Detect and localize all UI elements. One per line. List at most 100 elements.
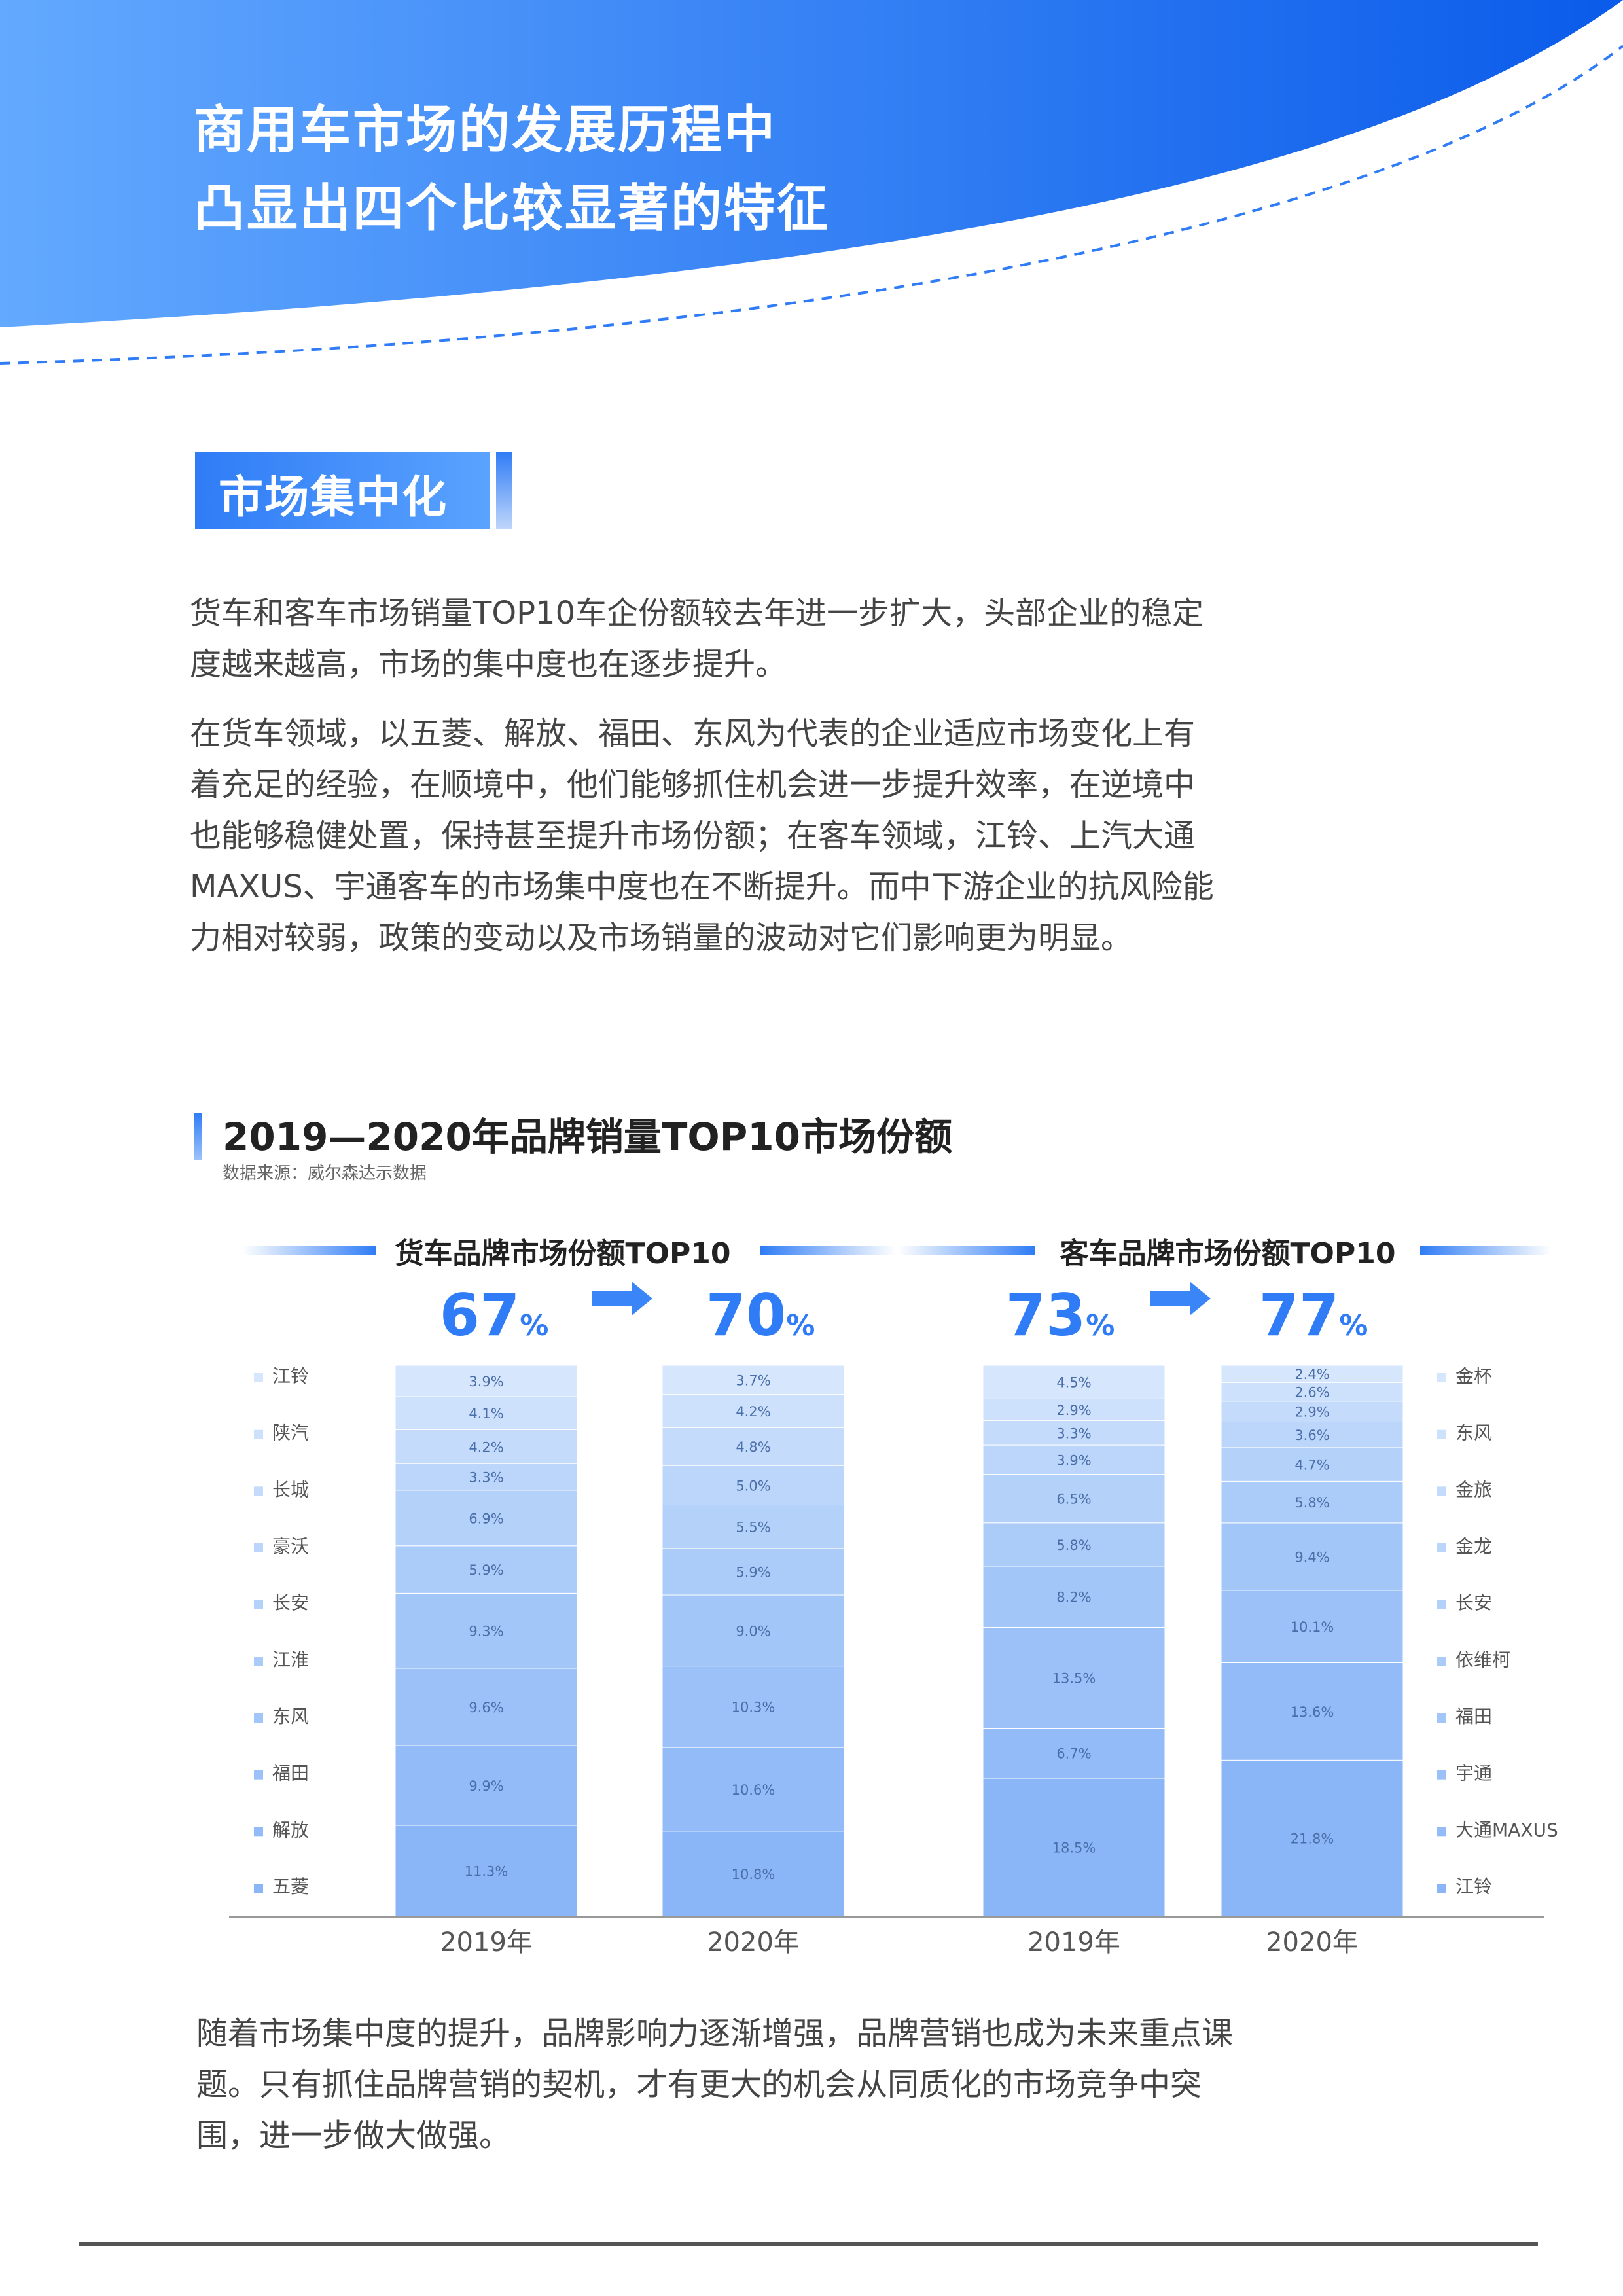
chart-title-accent — [194, 1113, 202, 1160]
bar-segment-value: 5.5% — [736, 1520, 770, 1535]
bar-segment — [1221, 1382, 1404, 1402]
growth-arrow-icon — [1150, 1282, 1211, 1316]
legend-swatch — [254, 1373, 263, 1382]
legend-swatch — [1437, 1373, 1446, 1382]
group-header-line-left — [242, 1246, 376, 1255]
bar-segment — [662, 1505, 845, 1549]
bar-segment-value: 6.5% — [1056, 1492, 1091, 1507]
bar-segment — [662, 1394, 845, 1428]
bar-segment — [1221, 1365, 1404, 1383]
bar-segment — [1221, 1421, 1404, 1448]
share-total-label: 77% — [1259, 1282, 1368, 1349]
conclusion-paragraph: 随着市场集中度的提升，品牌影响力逐渐增强，品牌营销也成为未来重点课题。只有抓住品… — [196, 2015, 1234, 2154]
bar-segment — [395, 1365, 578, 1397]
bar-segment-value: 2.6% — [1294, 1385, 1329, 1401]
group-header-line-right — [760, 1246, 895, 1255]
bar-segment-value: 8.2% — [1056, 1590, 1091, 1605]
legend-label: 依维柯 — [1455, 1649, 1510, 1670]
bar-segment — [662, 1465, 845, 1506]
bar-segment-value: 10.3% — [732, 1700, 776, 1715]
legend-swatch — [1437, 1600, 1446, 1609]
bar-segment-value: 3.6% — [1294, 1427, 1329, 1443]
legend-label: 解放 — [272, 1819, 309, 1840]
bar-segment — [1221, 1480, 1404, 1524]
share-total-label: 70% — [706, 1282, 815, 1349]
bar-segment-value: 5.9% — [469, 1562, 503, 1578]
group-header-line-right — [1420, 1246, 1551, 1255]
bar-segment — [395, 1825, 578, 1917]
legend-label: 福田 — [1455, 1706, 1492, 1727]
legend-swatch — [1437, 1486, 1446, 1496]
bar-segment-value: 2.9% — [1056, 1403, 1091, 1418]
bar-category-label: 2020年 — [1266, 1928, 1359, 1958]
bar-segment-value: 4.1% — [469, 1406, 503, 1422]
bar-segment — [395, 1545, 578, 1594]
bar-segment-value: 10.8% — [732, 1867, 776, 1882]
bar-segment — [982, 1522, 1166, 1567]
bar-segment — [395, 1592, 578, 1669]
bar-segment-value: 13.5% — [1052, 1670, 1096, 1686]
legend-label: 豪沃 — [272, 1535, 309, 1557]
bar-segment-value: 5.8% — [1056, 1537, 1091, 1553]
bar-segment — [662, 1747, 845, 1832]
bar-segment-value: 9.9% — [469, 1778, 503, 1794]
bar-segment-value: 4.2% — [469, 1439, 503, 1455]
bar-segment — [395, 1463, 578, 1491]
share-total-label: 73% — [1006, 1282, 1115, 1349]
section-tag: 市场集中化 — [195, 452, 490, 529]
bar-segment-value: 13.6% — [1291, 1704, 1334, 1720]
legend-swatch — [254, 1770, 263, 1780]
intro-paragraph: 货车和客车市场销量TOP10车企份额较去年进一步扩大，头部企业的稳定度越来越高，… — [190, 595, 1204, 683]
bar-segment — [395, 1429, 578, 1464]
legend-swatch — [1437, 1770, 1446, 1780]
chart-group-title: 客车品牌市场份额TOP10 — [1060, 1237, 1396, 1270]
bar-segment-value: 4.7% — [1294, 1458, 1329, 1473]
legend-swatch — [254, 1713, 263, 1723]
bar-segment — [662, 1427, 845, 1466]
bar-segment — [395, 1396, 578, 1430]
legend-label: 宇通 — [1455, 1763, 1492, 1784]
bar-segment-value: 5.0% — [736, 1478, 770, 1494]
growth-arrow-icon — [592, 1282, 652, 1316]
legend-swatch — [254, 1657, 263, 1666]
bar-segment — [1221, 1759, 1404, 1917]
legend-swatch — [254, 1429, 263, 1439]
legend-swatch — [254, 1543, 263, 1552]
bar-segment-value: 5.9% — [736, 1564, 770, 1580]
bar-segment — [395, 1668, 578, 1746]
bar-segment — [982, 1420, 1166, 1446]
legend-label: 金旅 — [1455, 1479, 1492, 1500]
legend-label: 大通MAXUS — [1455, 1819, 1558, 1840]
bar-segment-value: 4.2% — [736, 1404, 770, 1420]
bar-segment — [982, 1626, 1166, 1729]
footer-divider — [79, 2242, 1538, 2246]
bar-segment — [982, 1727, 1166, 1779]
bar-segment-value: 3.7% — [736, 1372, 770, 1388]
bar-segment — [662, 1365, 845, 1395]
bar-category-label: 2020年 — [707, 1928, 800, 1958]
share-total-label: 67% — [440, 1282, 549, 1349]
chart-title: 2019—2020年品牌销量TOP10市场份额 — [223, 1115, 952, 1159]
bar-segment — [662, 1666, 845, 1748]
bar-segment-value: 5.8% — [1294, 1495, 1329, 1511]
legend-swatch — [1437, 1543, 1446, 1552]
bar-segment-value: 9.3% — [469, 1624, 503, 1640]
legend-label: 长城 — [272, 1479, 309, 1500]
detail-paragraph: 在货车领域，以五菱、解放、福田、东风为代表的企业适应市场变化上有着充足的经验，在… — [190, 715, 1214, 956]
bar-segment-value: 10.6% — [732, 1782, 776, 1798]
legend-label: 长安 — [1455, 1592, 1492, 1614]
bar-segment — [395, 1490, 578, 1547]
bar-category-label: 2019年 — [440, 1928, 533, 1958]
bar-segment-value: 21.8% — [1291, 1831, 1334, 1847]
page-title-line2: 凸显出四个比较显著的特征 — [194, 179, 830, 238]
bar-segment-value: 18.5% — [1052, 1840, 1096, 1856]
market-share-chart: 货车品牌市场份额TOP10 67% 70% 11.3% 9.9% 9.6% 9.3% 5.9%… — [229, 1237, 1558, 1958]
header-wave-shape — [0, 0, 1623, 327]
bar-segment — [1221, 1522, 1404, 1591]
bar-segment-value: 3.9% — [1056, 1452, 1091, 1468]
bar-segment-value: 9.0% — [736, 1623, 770, 1639]
legend-swatch — [254, 1486, 263, 1496]
bar-segment-value: 9.6% — [469, 1700, 503, 1715]
bar-segment — [1221, 1662, 1404, 1761]
header-dashed-line — [0, 45, 1623, 365]
